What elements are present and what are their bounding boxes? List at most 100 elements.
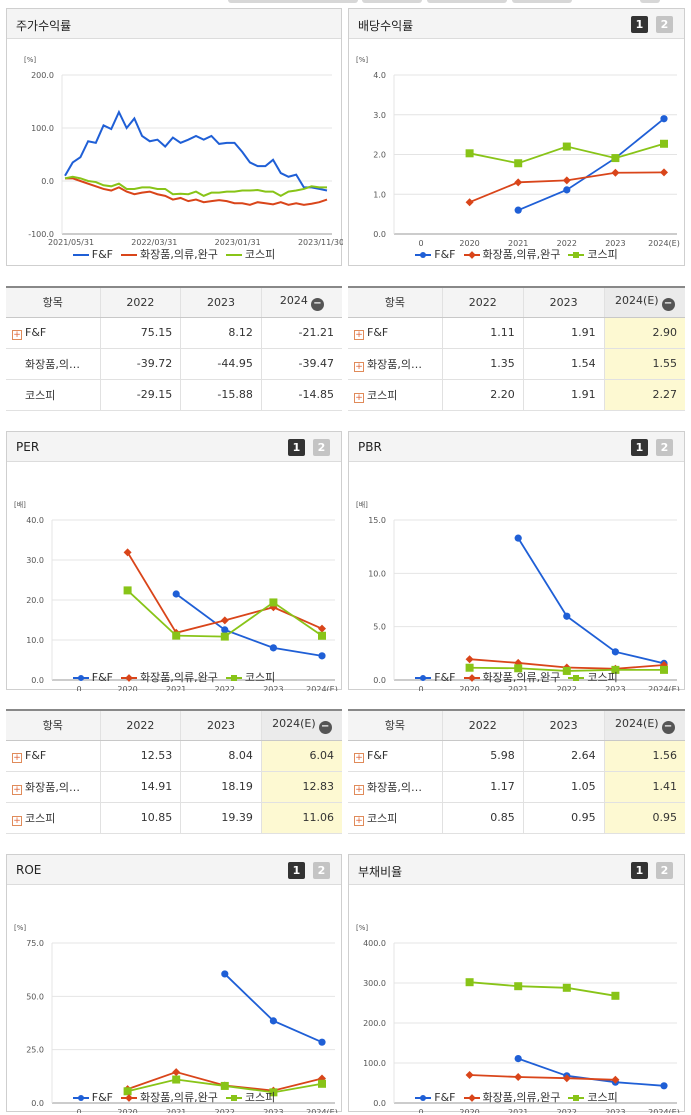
- row-name[interactable]: + 화장품,의…: [348, 348, 443, 380]
- view-1-button[interactable]: 1: [288, 439, 305, 456]
- y-tick-label: 10.0: [26, 636, 44, 645]
- chart-legend: F&F 화장품,의류,완구 코스피: [349, 1089, 684, 1105]
- expand-icon[interactable]: +: [354, 752, 364, 763]
- data-point-ff: [611, 648, 619, 656]
- table-cell: 1.17: [441, 771, 524, 803]
- table-row: 화장품,의… -39.72 -44.95 -39.47: [6, 348, 342, 380]
- column-header: 2022: [441, 286, 524, 318]
- table-row: + 코스피 0.85 0.95 0.95: [348, 802, 685, 834]
- legend-item-ff[interactable]: F&F: [72, 671, 113, 684]
- legend-item-kospi[interactable]: 코스피: [568, 246, 618, 262]
- data-point-ff: [563, 186, 571, 194]
- legend-label: F&F: [91, 1091, 113, 1104]
- row-name[interactable]: + F&F: [348, 740, 443, 772]
- x-tick-label: 0: [76, 685, 81, 691]
- series-line-ff: [175, 593, 323, 657]
- row-name[interactable]: + F&F: [6, 740, 101, 772]
- column-header: 2023: [180, 286, 262, 318]
- table-cell: 2.20: [441, 379, 524, 411]
- collapse-icon[interactable]: −: [661, 720, 675, 734]
- legend-item-cos[interactable]: 화장품,의류,완구: [463, 1089, 560, 1105]
- legend-item-kospi[interactable]: 코스피: [225, 246, 275, 262]
- data-point-cos: [562, 176, 571, 185]
- data-point-cos: [611, 1075, 620, 1084]
- legend-item-ff[interactable]: F&F: [415, 671, 456, 684]
- roe-chart: [%] 75.0 50.0 25.0 0.0 0 2020 2021 2022 2023 2024(…: [7, 886, 341, 1113]
- collapse-icon[interactable]: −: [661, 297, 675, 311]
- expand-icon[interactable]: +: [12, 784, 22, 795]
- expand-icon[interactable]: +: [354, 815, 364, 826]
- x-tick-label: 2021: [508, 1108, 528, 1113]
- view-2-button[interactable]: 2: [656, 439, 673, 456]
- row-name[interactable]: + 화장품,의…: [6, 771, 101, 803]
- view-1-button[interactable]: 1: [631, 16, 648, 33]
- legend-item-ff[interactable]: F&F: [415, 1091, 456, 1104]
- view-2-button[interactable]: 2: [656, 862, 673, 879]
- row-name[interactable]: + 코스피: [348, 802, 443, 834]
- legend-item-ff[interactable]: F&F: [415, 248, 456, 261]
- expand-icon[interactable]: +: [12, 752, 22, 763]
- table-cell: 1.56: [603, 740, 685, 772]
- row-name[interactable]: + F&F: [348, 317, 443, 349]
- expand-icon[interactable]: +: [12, 815, 22, 826]
- table-row: + F&F 5.98 2.64 1.56: [348, 740, 685, 772]
- series-line-ff: [224, 973, 323, 1044]
- legend-item-cos[interactable]: 화장품,의류,완구: [463, 669, 560, 685]
- legend-label: 화장품,의류,완구: [140, 1091, 218, 1104]
- legend-item-cos[interactable]: 화장품,의류,완구: [121, 246, 218, 262]
- legend-item-cos[interactable]: 화장품,의류,완구: [121, 1089, 218, 1105]
- legend-item-ff[interactable]: F&F: [72, 248, 113, 261]
- row-name[interactable]: + F&F: [6, 317, 101, 349]
- expand-icon[interactable]: +: [354, 361, 364, 372]
- stock-return-panel: 주가수익률 [%] 200.0 100.0 0.0 -100.0 2021/05/31 20…: [6, 8, 343, 266]
- row-name[interactable]: + 화장품,의…: [348, 771, 443, 803]
- table-cell: 75.15: [99, 317, 181, 349]
- data-point-kospi: [611, 991, 620, 1000]
- data-point-ff: [660, 115, 668, 123]
- table-cell: -21.21: [260, 317, 342, 349]
- view-1-button[interactable]: 1: [631, 862, 648, 879]
- legend-item-kospi[interactable]: 코스피: [568, 1089, 618, 1105]
- data-point-kospi: [220, 632, 229, 641]
- expand-icon[interactable]: +: [12, 329, 22, 340]
- legend-item-ff[interactable]: F&F: [72, 1091, 113, 1104]
- collapse-icon[interactable]: −: [310, 297, 324, 311]
- legend-item-kospi[interactable]: 코스피: [568, 669, 618, 685]
- column-header: 항목: [348, 709, 443, 741]
- row-name[interactable]: + 코스피: [348, 379, 443, 411]
- table-row: + 화장품,의… 14.91 18.19 12.83: [6, 771, 342, 803]
- table-cell: 0.85: [441, 802, 524, 834]
- view-2-button[interactable]: 2: [313, 439, 330, 456]
- data-point-kospi: [465, 663, 474, 672]
- panel-header: 배당수익률 1 2: [349, 9, 684, 39]
- column-header: 항목: [6, 709, 101, 741]
- legend-item-kospi[interactable]: 코스피: [225, 669, 275, 685]
- legend-swatch: [121, 1094, 137, 1102]
- view-1-button[interactable]: 1: [631, 439, 648, 456]
- column-header: 2023: [522, 709, 605, 741]
- x-tick-label: 2023: [605, 685, 625, 691]
- column-header: 2022: [99, 286, 181, 318]
- row-name[interactable]: + 코스피: [6, 802, 101, 834]
- view-2-button[interactable]: 2: [313, 862, 330, 879]
- legend-item-kospi[interactable]: 코스피: [225, 1089, 275, 1105]
- view-2-button[interactable]: 2: [656, 16, 673, 33]
- expand-icon[interactable]: +: [354, 329, 364, 340]
- column-header: 2024(E) −: [603, 709, 685, 741]
- x-tick-label: 2023/11/30: [298, 238, 343, 247]
- x-tick-label: 0: [418, 685, 423, 691]
- collapse-icon[interactable]: −: [318, 720, 332, 734]
- data-point-cos: [660, 168, 668, 177]
- data-point-cos: [660, 660, 668, 669]
- view-1-button[interactable]: 1: [288, 862, 305, 879]
- legend-item-cos[interactable]: 화장품,의류,완구: [121, 669, 218, 685]
- legend-swatch: [72, 1094, 89, 1102]
- legend-swatch: [72, 674, 89, 682]
- legend-item-cos[interactable]: 화장품,의류,완구: [463, 246, 560, 262]
- table-row: + F&F 12.53 8.04 6.04: [6, 740, 342, 772]
- y-tick-label: 4.0: [373, 71, 386, 80]
- x-tick-label: 2024(E): [306, 685, 338, 691]
- expand-icon[interactable]: +: [354, 784, 364, 795]
- data-point-kospi: [514, 159, 523, 168]
- expand-icon[interactable]: +: [354, 392, 364, 403]
